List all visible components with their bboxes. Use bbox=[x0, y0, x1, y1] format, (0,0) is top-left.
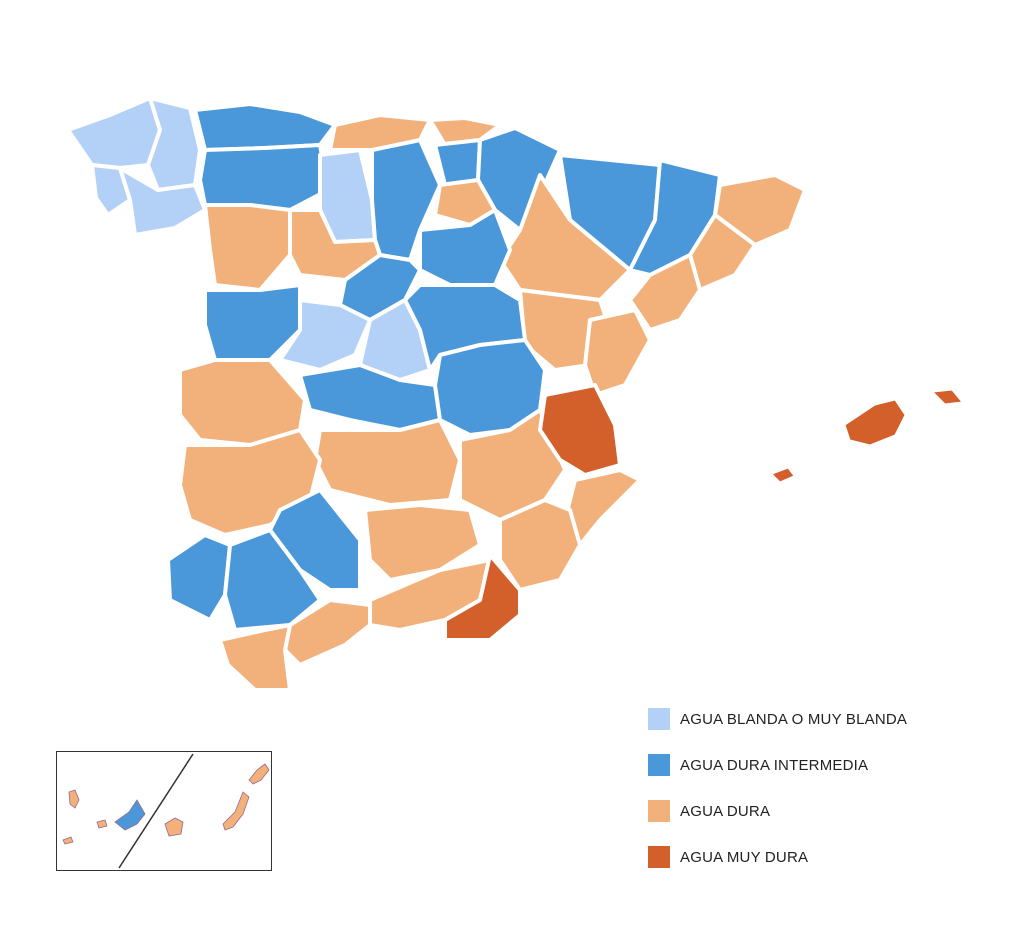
balearic-islands bbox=[771, 389, 963, 483]
island-lanzarote bbox=[248, 763, 270, 785]
province-lugo bbox=[146, 96, 202, 192]
province-cadiz bbox=[218, 623, 292, 692]
peninsula bbox=[66, 96, 807, 692]
island-mallorca bbox=[844, 399, 906, 446]
island-la-gomera bbox=[96, 819, 108, 829]
province-zamora bbox=[203, 203, 292, 292]
province-alava bbox=[433, 138, 482, 187]
legend-item-intermediate: AGUA DURA INTERMEDIA bbox=[648, 752, 988, 778]
legend: AGUA BLANDA O MUY BLANDA AGUA DURA INTER… bbox=[648, 706, 988, 890]
island-menorca bbox=[932, 389, 963, 405]
province-tarragona bbox=[628, 253, 702, 332]
province-soria bbox=[418, 208, 512, 287]
legend-item-very-hard: AGUA MUY DURA bbox=[648, 844, 988, 870]
legend-label: AGUA DURA INTERMEDIA bbox=[680, 756, 869, 774]
province-valencia bbox=[538, 383, 622, 477]
province-leon bbox=[198, 143, 330, 212]
legend-label: AGUA DURA bbox=[680, 802, 771, 820]
province-salamanca bbox=[203, 283, 302, 362]
island-tenerife bbox=[114, 799, 146, 831]
island-gran-canaria bbox=[164, 817, 184, 837]
province-huelva bbox=[166, 533, 232, 622]
province-asturias bbox=[193, 102, 337, 152]
province-ciudad-real bbox=[313, 418, 462, 507]
legend-label: AGUA MUY DURA bbox=[680, 848, 809, 866]
legend-swatch-soft bbox=[648, 708, 670, 730]
legend-swatch-intermediate bbox=[648, 754, 670, 776]
province-murcia bbox=[498, 498, 582, 592]
province-cantabria bbox=[328, 113, 432, 152]
province-vizcaya bbox=[428, 116, 502, 147]
province-almeria bbox=[443, 553, 522, 642]
legend-swatch-very-hard bbox=[648, 846, 670, 868]
island-ibiza bbox=[771, 467, 795, 483]
province-ourense bbox=[118, 166, 207, 237]
island-la-palma bbox=[68, 789, 80, 809]
canary-islands-inset bbox=[56, 751, 272, 871]
province-pontevedra bbox=[90, 163, 132, 217]
province-cordoba bbox=[268, 488, 362, 592]
legend-item-hard: AGUA DURA bbox=[648, 798, 988, 824]
province-malaga bbox=[283, 598, 372, 667]
province-a-coruna bbox=[66, 96, 162, 170]
province-jaen bbox=[363, 503, 482, 582]
legend-item-soft: AGUA BLANDA O MUY BLANDA bbox=[648, 706, 988, 732]
province-barcelona bbox=[688, 213, 757, 292]
legend-swatch-hard bbox=[648, 800, 670, 822]
province-castellon bbox=[583, 308, 652, 397]
legend-label: AGUA BLANDA O MUY BLANDA bbox=[680, 710, 908, 728]
island-fuerteventura bbox=[222, 791, 250, 831]
canary-islands-map bbox=[62, 753, 270, 869]
province-albacete bbox=[458, 408, 567, 522]
province-avila bbox=[278, 298, 372, 372]
island-el-hierro bbox=[62, 836, 74, 845]
inset-divider-line bbox=[118, 753, 194, 869]
